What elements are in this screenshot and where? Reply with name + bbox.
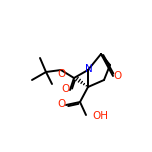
Text: O: O bbox=[58, 99, 66, 109]
Text: O: O bbox=[58, 69, 66, 79]
Text: OH: OH bbox=[92, 111, 108, 121]
Text: O: O bbox=[113, 71, 121, 81]
Text: O: O bbox=[62, 84, 70, 94]
Text: N: N bbox=[85, 64, 93, 74]
